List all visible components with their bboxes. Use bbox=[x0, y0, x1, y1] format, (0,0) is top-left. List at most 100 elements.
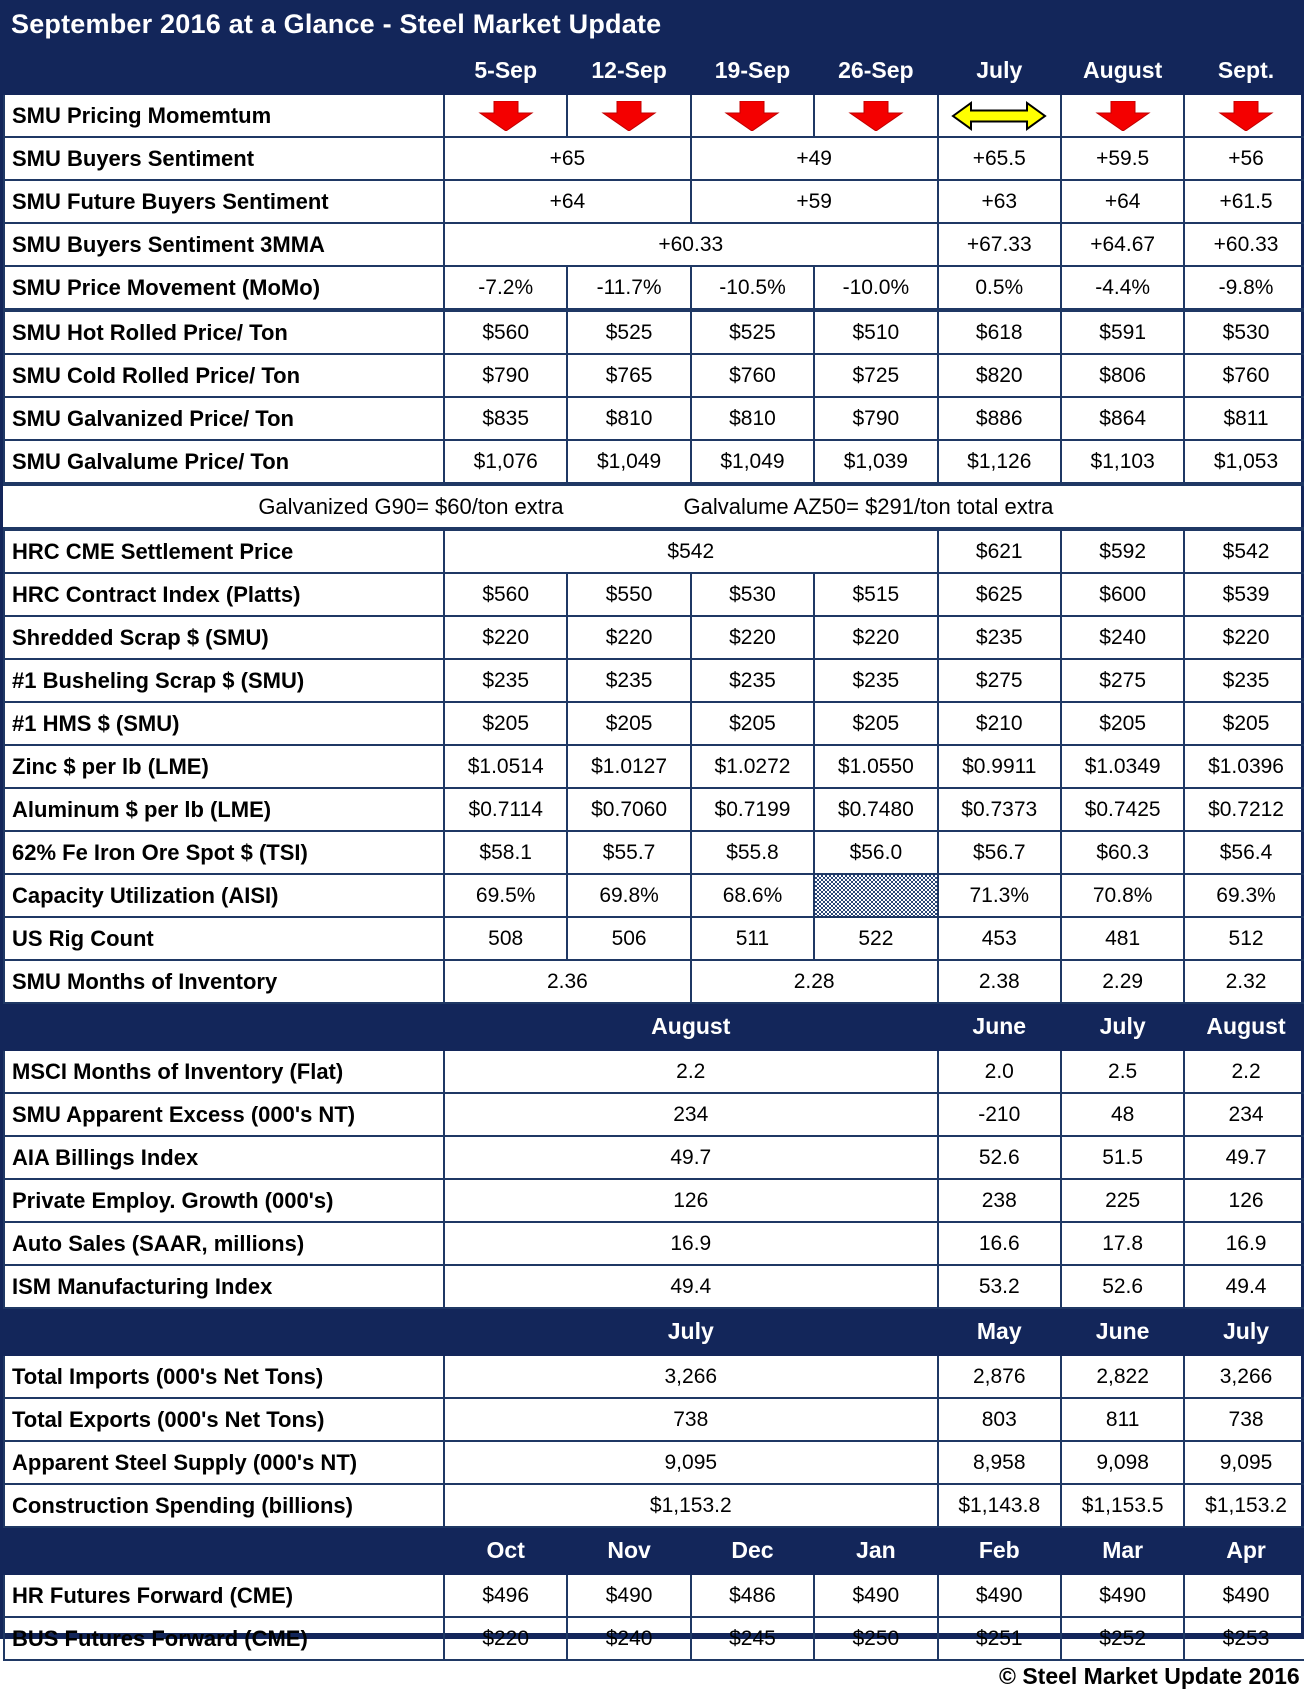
cell-value: 51.5 bbox=[1059, 1135, 1186, 1180]
cell-value: $205 bbox=[689, 701, 816, 746]
cell-value: $515 bbox=[813, 572, 939, 617]
cell-value: 2,822 bbox=[1059, 1354, 1186, 1399]
cell-value: $760 bbox=[689, 353, 816, 398]
cell-value: $235 bbox=[936, 615, 1062, 660]
cell-value: -4.4% bbox=[1059, 265, 1186, 312]
row-label: AIA Billings Index bbox=[3, 1135, 445, 1180]
cell-value: $220 bbox=[689, 615, 816, 660]
cell-value: $205 bbox=[813, 701, 939, 746]
cell-value: $621 bbox=[936, 528, 1062, 574]
row-label: Shredded Scrap $ (SMU) bbox=[3, 615, 445, 660]
note-row: Galvanized G90= $60/ton extra Galvalume A… bbox=[4, 482, 1304, 531]
section-header-spacer bbox=[3, 1526, 445, 1575]
page-title: September 2016 at a Glance - Steel Marke… bbox=[3, 2, 1301, 46]
cell-value: $760 bbox=[1183, 353, 1304, 398]
cell-value: 512 bbox=[1183, 916, 1304, 961]
cell-value: $58.1 bbox=[442, 830, 569, 875]
section-header-spacer bbox=[3, 1002, 445, 1051]
table-row: SMU Future Buyers Sentiment +64 +59 +63 +64 +… bbox=[3, 179, 1304, 224]
column-header: Dec bbox=[689, 1526, 816, 1575]
table-row: HR Futures Forward (CME) $496 $490 $486 $490… bbox=[3, 1573, 1304, 1618]
table-row: SMU Apparent Excess (000's NT) 234 -210 48 2… bbox=[3, 1092, 1304, 1137]
extras-note-text: Galvalume AZ50= $291/ton total extra bbox=[683, 493, 1054, 519]
cell-value: $539 bbox=[1183, 572, 1304, 617]
cell-value: 234 bbox=[443, 1092, 939, 1137]
row-label: Private Employ. Growth (000's) bbox=[3, 1178, 445, 1223]
column-header: Nov bbox=[566, 1526, 692, 1575]
column-header: 12-Sep bbox=[566, 46, 692, 95]
cell-value: 3,266 bbox=[443, 1354, 939, 1399]
momentum-cell bbox=[566, 93, 692, 138]
column-header: May bbox=[936, 1307, 1062, 1356]
cell-value: 2.5 bbox=[1059, 1049, 1186, 1094]
column-header: Oct bbox=[442, 1526, 569, 1575]
cell-value: $1,053 bbox=[1183, 439, 1304, 485]
cell-value: $235 bbox=[689, 658, 816, 703]
row-label: SMU Months of Inventory bbox=[3, 959, 445, 1004]
yellow-sideways-arrow-icon bbox=[940, 96, 1059, 135]
cell-value: 49.7 bbox=[1183, 1135, 1304, 1180]
cell-value: $810 bbox=[566, 396, 692, 441]
cell-value: $235 bbox=[1183, 658, 1304, 703]
cell-value: 234 bbox=[1183, 1092, 1304, 1137]
cell-value: +65.5 bbox=[936, 136, 1062, 181]
cell-value: 69.3% bbox=[1183, 873, 1304, 918]
cell-value: $490 bbox=[813, 1573, 939, 1618]
table-row: MSCI Months of Inventory (Flat) 2.2 2.0 2.5… bbox=[3, 1049, 1304, 1094]
cell-value: $765 bbox=[566, 353, 692, 398]
hatched-no-data-cell bbox=[813, 873, 939, 918]
cell-value: $550 bbox=[566, 572, 692, 617]
momentum-cell bbox=[1183, 93, 1304, 138]
section-header-row: Oct Nov Dec Jan Feb Mar Apr bbox=[3, 1526, 1304, 1575]
cell-value: +59 bbox=[689, 179, 939, 224]
cell-value: +63 bbox=[936, 179, 1062, 224]
cell-value: 2.36 bbox=[443, 959, 692, 1004]
column-header: July bbox=[1059, 1002, 1186, 1051]
cell-value: $510 bbox=[813, 309, 939, 355]
cell-value: $790 bbox=[442, 353, 569, 398]
cell-value: $725 bbox=[813, 353, 939, 398]
data-table: 5-Sep 12-Sep 19-Sep 26-Sep July August Sept. SM… bbox=[3, 46, 1304, 1691]
table-row: Capacity Utilization (AISI) 69.5% 69.8% 68.… bbox=[3, 873, 1304, 918]
cell-value: $60.3 bbox=[1059, 830, 1186, 875]
cell-value: 738 bbox=[1183, 1397, 1304, 1442]
cell-value: $1.0550 bbox=[813, 744, 939, 789]
footer-row: © Steel Market Update 2016 bbox=[4, 1659, 1304, 1691]
cell-value: 508 bbox=[442, 916, 569, 961]
cell-value: $806 bbox=[1059, 353, 1186, 398]
cell-value: $205 bbox=[442, 701, 569, 746]
cell-value: $1,126 bbox=[936, 439, 1062, 485]
row-label: SMU Future Buyers Sentiment bbox=[3, 179, 445, 224]
column-header: Apr bbox=[1183, 1526, 1304, 1575]
red-down-arrow-icon bbox=[1063, 96, 1182, 135]
row-label: 62% Fe Iron Ore Spot $ (TSI) bbox=[3, 830, 445, 875]
cell-value: $1.0514 bbox=[442, 744, 569, 789]
row-label: SMU Buyers Sentiment bbox=[3, 136, 445, 181]
cell-value: 9,095 bbox=[1183, 1440, 1304, 1485]
cell-value: $235 bbox=[442, 658, 569, 703]
cell-value: $235 bbox=[813, 658, 939, 703]
table-row: Zinc $ per lb (LME) $1.0514 $1.0127 $1.0272… bbox=[3, 744, 1304, 789]
row-label: Total Imports (000's Net Tons) bbox=[3, 1354, 445, 1399]
cell-value: 53.2 bbox=[936, 1264, 1062, 1309]
cell-value: 506 bbox=[566, 916, 692, 961]
cell-value: $490 bbox=[566, 1573, 692, 1618]
cell-value: 2.2 bbox=[443, 1049, 939, 1094]
column-header: June bbox=[936, 1002, 1062, 1051]
red-down-arrow-icon bbox=[1186, 96, 1304, 135]
cell-value: $886 bbox=[936, 396, 1062, 441]
column-header: July bbox=[443, 1307, 939, 1356]
cell-value: $1,049 bbox=[689, 439, 816, 485]
cell-value: +61.5 bbox=[1183, 179, 1304, 224]
cell-value: 738 bbox=[443, 1397, 939, 1442]
cell-value: 16.6 bbox=[936, 1221, 1062, 1266]
cell-value: $1,153.5 bbox=[1059, 1483, 1186, 1528]
cell-value: $1,049 bbox=[566, 439, 692, 485]
cell-value: +49 bbox=[689, 136, 939, 181]
cell-value: $591 bbox=[1059, 309, 1186, 355]
row-label: Zinc $ per lb (LME) bbox=[3, 744, 445, 789]
cell-value: $0.7425 bbox=[1059, 787, 1186, 832]
cell-value: -10.0% bbox=[813, 265, 939, 312]
row-label: Aluminum $ per lb (LME) bbox=[3, 787, 445, 832]
row-label: SMU Cold Rolled Price/ Ton bbox=[3, 353, 445, 398]
